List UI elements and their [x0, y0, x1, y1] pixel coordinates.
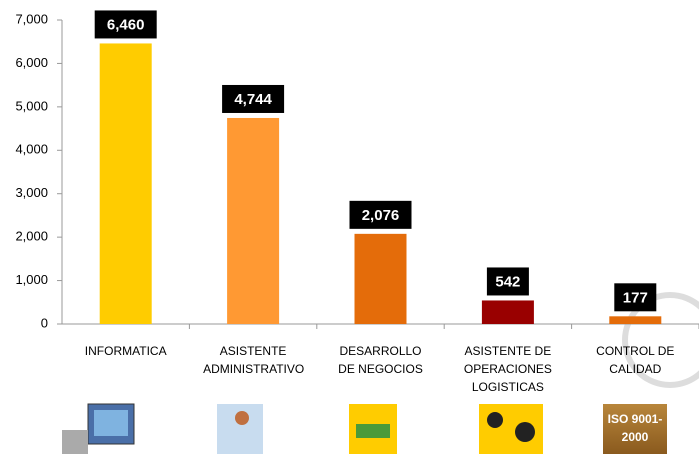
value-label: 4,744 [234, 91, 272, 108]
x-tick-label: DESARROLLO DE NEGOCIOS [338, 344, 423, 376]
y-tick-label: 5,000 [15, 98, 48, 113]
value-label-box [349, 200, 412, 229]
computer-case [62, 430, 88, 454]
value-label-box [94, 10, 157, 39]
y-tick-label: 7,000 [15, 11, 48, 26]
value-label-box [486, 267, 529, 296]
y-tick-label: 2,000 [15, 229, 48, 244]
y-tick-label: 4,000 [15, 142, 48, 157]
computer-screen [94, 410, 128, 436]
x-tick-label: INFORMATICA [84, 344, 167, 358]
watermark [622, 292, 699, 388]
bar [609, 316, 662, 324]
gear [487, 412, 503, 428]
bar [354, 233, 407, 324]
icons [62, 292, 699, 454]
bar [481, 300, 534, 324]
annotation: ISO 9001-2000 [607, 412, 663, 444]
x-tick-label: ASISTENTE ADMINISTRATIVO [203, 344, 305, 376]
value-label-box [222, 84, 285, 113]
y-tick-label: 1,000 [15, 272, 48, 287]
y-tick-label: 3,000 [15, 185, 48, 200]
office-person [235, 411, 249, 425]
value-label-box [614, 283, 657, 312]
value-label: 2,076 [362, 207, 400, 224]
bar [227, 117, 280, 324]
value-label: 6,460 [107, 16, 145, 33]
x-tick-label: ASISTENTE DE OPERACIONES LOGISTICAS [463, 344, 552, 394]
y-tick-label: 6,000 [15, 55, 48, 70]
gear [515, 422, 535, 442]
bar [99, 43, 152, 325]
value-label: 177 [623, 289, 648, 306]
x-tick-label: CONTROL DE CALIDAD [596, 344, 675, 376]
iso-badge: ISO 9001-2000 [603, 404, 667, 454]
business-money [356, 424, 390, 438]
value-label: 542 [495, 273, 520, 290]
y-tick-label: 0 [41, 315, 48, 330]
